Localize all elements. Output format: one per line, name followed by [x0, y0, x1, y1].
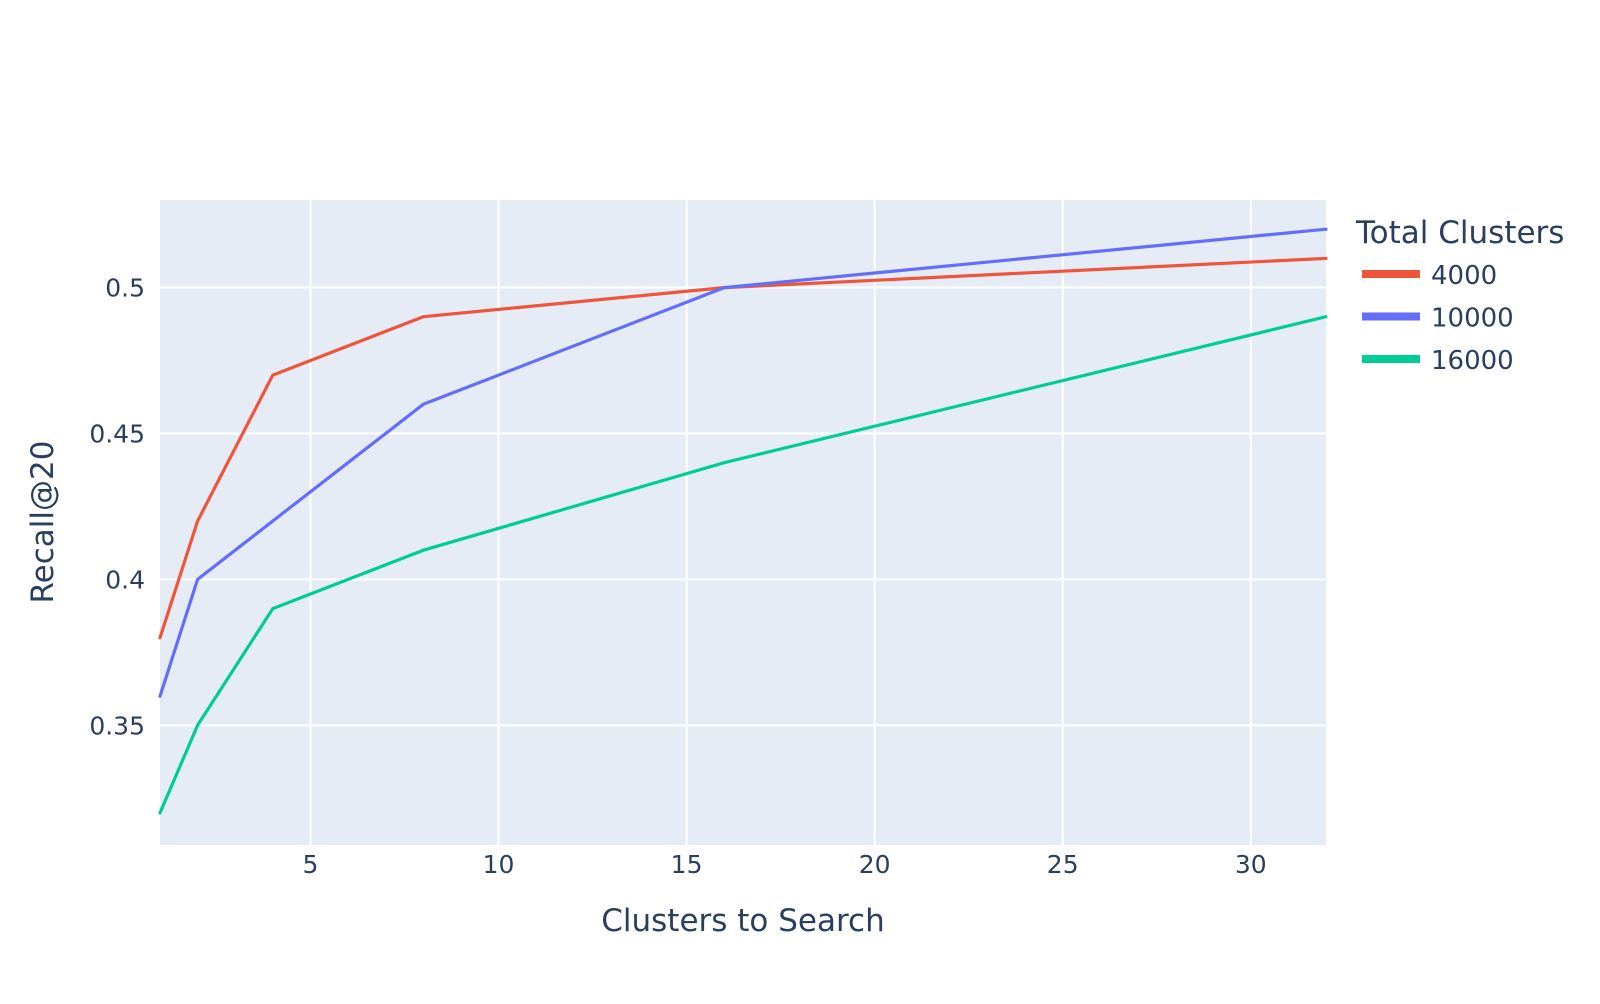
legend-item-10000[interactable]: 10000	[1362, 304, 1514, 334]
x-tick-label: 20	[859, 850, 891, 879]
y-tick-label: 0.5	[105, 274, 145, 303]
x-tick-label: 25	[1047, 850, 1079, 879]
series-line-10000[interactable]	[158, 227, 1328, 698]
legend-label: 16000	[1431, 346, 1514, 376]
legend-items: 4000 10000 16000	[1362, 261, 1514, 376]
legend-item-16000[interactable]: 16000	[1362, 346, 1514, 376]
y-tick-label: 0.35	[89, 711, 145, 740]
x-tick-label: 30	[1235, 850, 1267, 879]
x-tick-label: 10	[483, 850, 515, 879]
series-line-4000[interactable]	[158, 256, 1328, 640]
legend-label: 10000	[1431, 304, 1514, 334]
legend-item-4000[interactable]: 4000	[1362, 261, 1497, 291]
x-tick-label: 5	[302, 850, 318, 879]
legend-label: 4000	[1431, 261, 1497, 291]
series-line-16000[interactable]	[158, 315, 1328, 815]
series-lines	[158, 227, 1328, 815]
x-tick-label: 15	[671, 850, 703, 879]
y-axis-ticks: 0.35 0.4 0.45 0.5	[89, 274, 145, 741]
y-tick-label: 0.4	[105, 565, 145, 594]
y-axis-label: Recall@20	[25, 441, 61, 604]
y-tick-label: 0.45	[89, 419, 145, 448]
gridlines	[160, 200, 1326, 845]
plot-background	[160, 200, 1326, 845]
x-axis-label: Clusters to Search	[601, 903, 885, 939]
x-axis-ticks: 5 10 15 20 25 30	[302, 850, 1266, 879]
legend[interactable]: Total Clusters 4000 10000 16000	[1355, 215, 1564, 376]
legend-title: Total Clusters	[1355, 215, 1564, 251]
